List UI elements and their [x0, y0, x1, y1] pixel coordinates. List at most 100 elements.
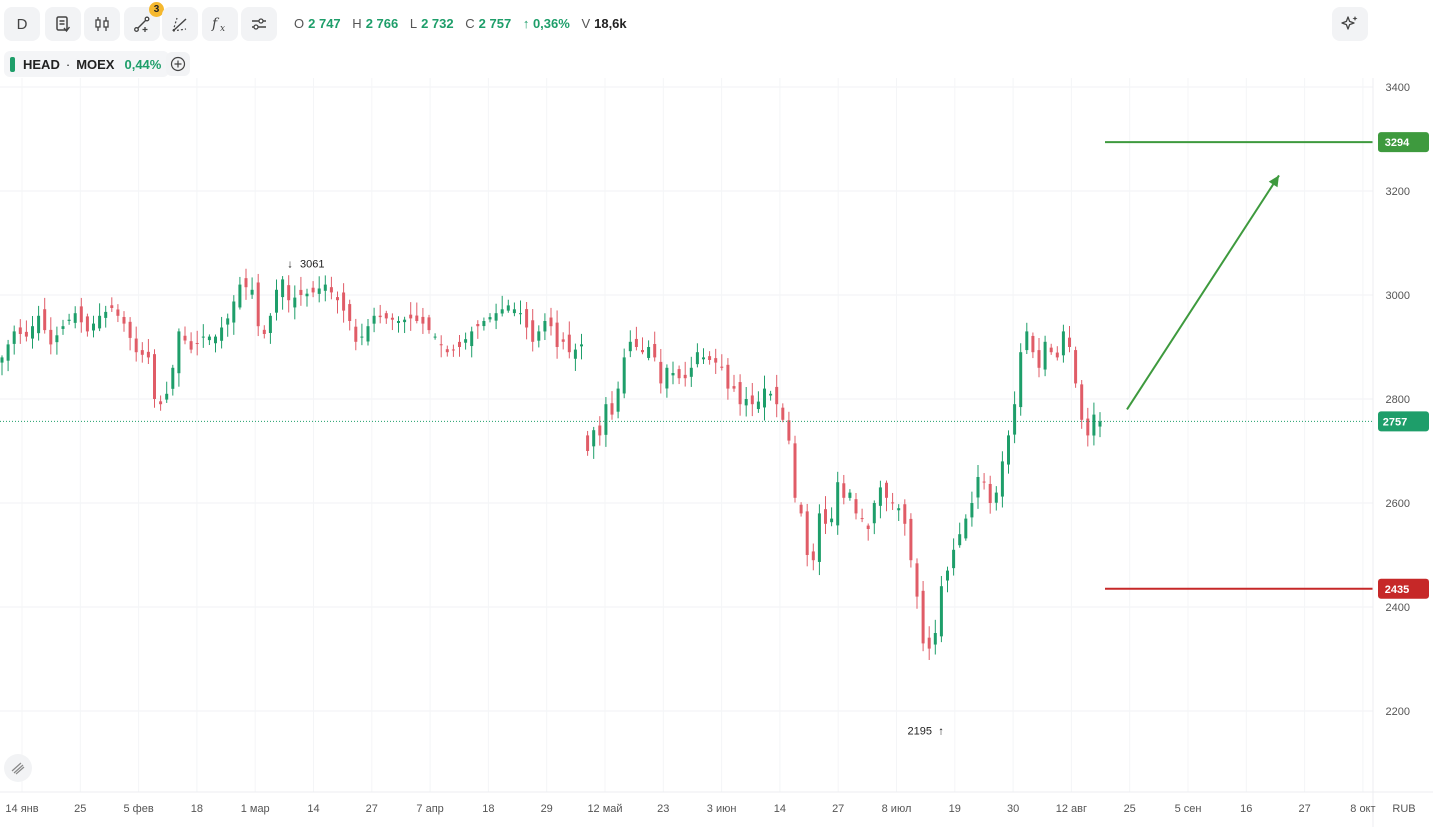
candle-body: [43, 309, 47, 331]
candle: [976, 465, 980, 509]
open-label: O: [294, 16, 305, 31]
candle: [421, 307, 425, 334]
time-tick-label: 1 мар: [241, 803, 270, 815]
candle: [201, 324, 205, 348]
candle: [110, 297, 114, 312]
candle: [750, 382, 754, 417]
candle: [519, 300, 522, 325]
interval-button[interactable]: D: [4, 7, 40, 41]
chart-type-button[interactable]: [84, 7, 120, 41]
candle-body: [104, 311, 108, 318]
add-symbol-button[interactable]: [166, 52, 190, 76]
candle: [378, 304, 382, 324]
candle: [464, 332, 468, 350]
candle-body: [799, 504, 803, 514]
candle: [433, 333, 437, 340]
candle: [470, 326, 474, 358]
time-axis[interactable]: 14 янв 25 5 фев 18 1 мар 14 27 7 апр 18 29 12 май 2…: [0, 791, 1433, 815]
candle-body: [1068, 337, 1071, 347]
candle: [299, 276, 303, 306]
candle-body: [561, 339, 565, 342]
candle-body: [1019, 352, 1023, 408]
settings-button[interactable]: [241, 7, 277, 41]
candle-body: [830, 518, 834, 523]
price-tick-label: 2600: [1386, 498, 1410, 510]
symbol-legend[interactable]: HEAD · MOEX 0,44%: [4, 51, 170, 77]
candle: [281, 276, 285, 310]
candle: [860, 508, 864, 523]
candle: [933, 619, 937, 655]
candle: [366, 319, 370, 346]
candle-body: [1013, 404, 1017, 435]
candle-body: [708, 356, 712, 360]
candle: [561, 332, 565, 350]
candle: [927, 626, 931, 660]
time-tick-label: 5 фев: [124, 803, 154, 815]
candle: [738, 374, 742, 416]
price-tick-label: 2200: [1386, 706, 1410, 718]
candle: [336, 291, 339, 314]
low-arrow-icon: ↑: [938, 726, 944, 738]
candle: [494, 303, 498, 330]
candle-body: [378, 315, 382, 318]
drawings-layer: ↓ 3061 2195 ↑: [0, 141, 1373, 738]
last-price-tag: [1378, 411, 1429, 432]
candle: [799, 502, 803, 517]
candle: [238, 276, 242, 310]
candle: [232, 295, 236, 335]
candle: [323, 275, 327, 302]
candle-body: [756, 401, 760, 410]
low-annotation: 2195 ↑: [908, 726, 944, 738]
candle-body: [848, 492, 852, 498]
candle-body: [439, 344, 443, 346]
candle: [695, 343, 699, 368]
ai-assistant-button[interactable]: [1332, 7, 1368, 41]
candle: [140, 342, 144, 363]
candle-body: [1098, 421, 1102, 427]
candle-body: [6, 344, 10, 361]
candle-body: [73, 313, 77, 323]
candle-body: [885, 482, 888, 498]
candle: [988, 475, 992, 514]
candle: [994, 486, 998, 511]
candle: [634, 326, 638, 351]
candle: [506, 299, 510, 313]
layers-button[interactable]: [4, 754, 32, 782]
indicators-button[interactable]: f x: [202, 7, 238, 41]
candle: [732, 374, 736, 392]
candle: [720, 354, 724, 371]
candle-body: [98, 315, 102, 329]
candle: [653, 331, 657, 362]
candle-body: [482, 321, 486, 327]
candle: [12, 325, 16, 355]
drawing-tools-icon: [134, 16, 150, 32]
candle-body: [311, 287, 315, 293]
price-axis[interactable]: 2200 2400 2600 2800 3000 3200 3400 2757 3294 2435: [1372, 78, 1429, 827]
pattern-button[interactable]: [162, 7, 198, 41]
time-tick-label: 14 янв: [5, 803, 38, 815]
volume-label: V: [581, 16, 591, 31]
time-tick-label: 16: [1240, 803, 1252, 815]
candle-body: [946, 570, 949, 581]
candle-body: [427, 317, 431, 331]
settings-icon: [252, 18, 266, 30]
candle-body: [128, 321, 132, 338]
candle-body: [354, 326, 358, 342]
time-tick-label: 23: [657, 803, 669, 815]
candle-body: [1074, 350, 1078, 384]
time-tick-label: 12 май: [587, 803, 622, 815]
drawing-tools-button[interactable]: 3: [124, 2, 164, 41]
price-tick-label: 3000: [1386, 290, 1410, 302]
candle: [525, 302, 529, 340]
candle-body: [653, 343, 657, 358]
candle: [848, 489, 852, 501]
chart-template-button[interactable]: [45, 7, 81, 41]
close-value: 2 757: [478, 16, 512, 31]
candle-body: [1086, 418, 1090, 436]
candle-body: [982, 481, 986, 483]
candle: [921, 580, 925, 652]
candle-body: [244, 278, 248, 288]
candle-body: [793, 443, 797, 498]
candle: [586, 430, 590, 456]
